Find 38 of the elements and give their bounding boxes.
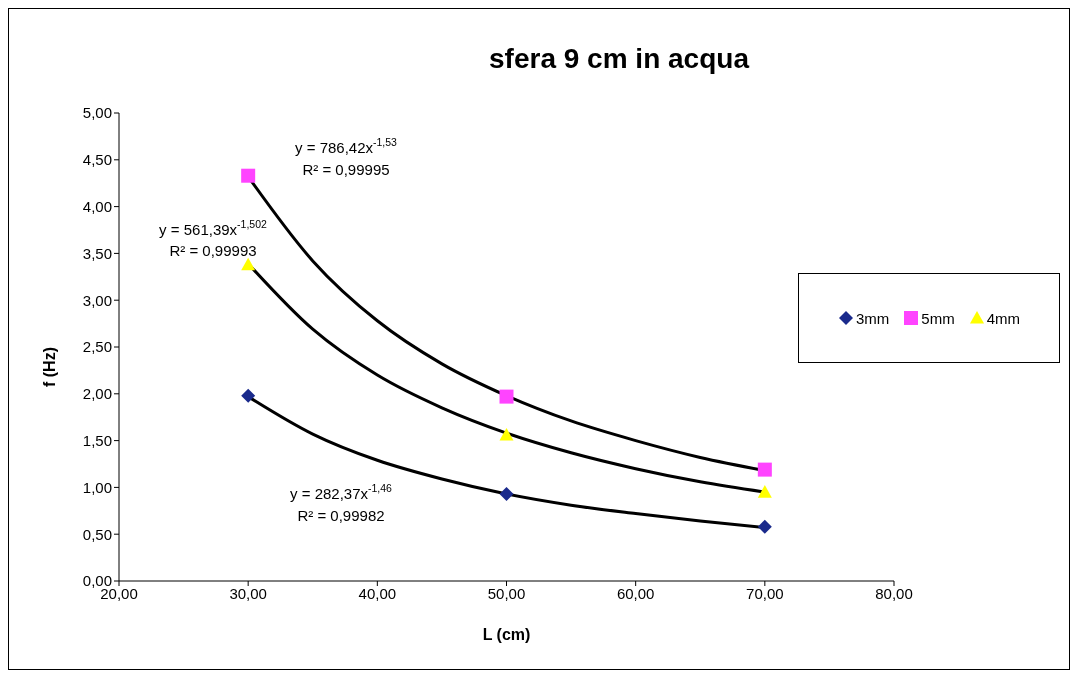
y-tick-label: 0,50 [82,525,112,543]
point [499,486,514,501]
x-tick-label: 80,00 [875,584,913,602]
y-tick-label: 2,50 [82,338,112,356]
x-tick-label: 60,00 [616,584,655,602]
annotation: y = 786,42x$^{-1,53}$ [295,135,398,156]
legend-label: 5mm [921,309,955,327]
point [499,427,514,441]
y-tick-label: 5,00 [82,104,112,122]
y-tick-label: 1,50 [82,431,112,449]
annotation: y = 282,37x$^{-1,46}$ [290,481,393,502]
point [757,485,772,498]
point [499,389,514,404]
point [241,257,256,271]
y-tick-label: 0,00 [82,572,112,590]
annotation: R² = 0,99995 [302,160,390,178]
x-tick-label: 50,00 [487,584,526,602]
x-tick-label: 30,00 [229,584,267,602]
annotation: R² = 0,99993 [169,241,257,259]
legend-label: 4mm [986,309,1021,327]
legend-label: 3mm [855,309,890,327]
y-axis-title: f (Hz) [40,347,58,387]
y-tick-label: 3,50 [82,244,112,262]
y-tick-label: 3,00 [82,291,112,309]
point [757,462,772,477]
y-tick-label: 4,50 [82,151,112,169]
y-tick-label: 1,00 [82,478,112,496]
point [757,519,772,534]
x-tick-label: 70,00 [746,584,784,602]
x-tick-label: 40,00 [358,584,397,602]
x-axis-title: L (cm) [482,626,531,644]
y-tick-label: 4,00 [82,197,112,215]
annotation: y = 561,39x$^{-1,502}$ [159,217,268,238]
point [241,388,256,403]
point [241,168,256,183]
annotation: R² = 0,99982 [297,506,385,524]
y-tick-label: 2,00 [82,385,112,403]
chart-title: sfera 9 cm in acqua [488,43,751,75]
